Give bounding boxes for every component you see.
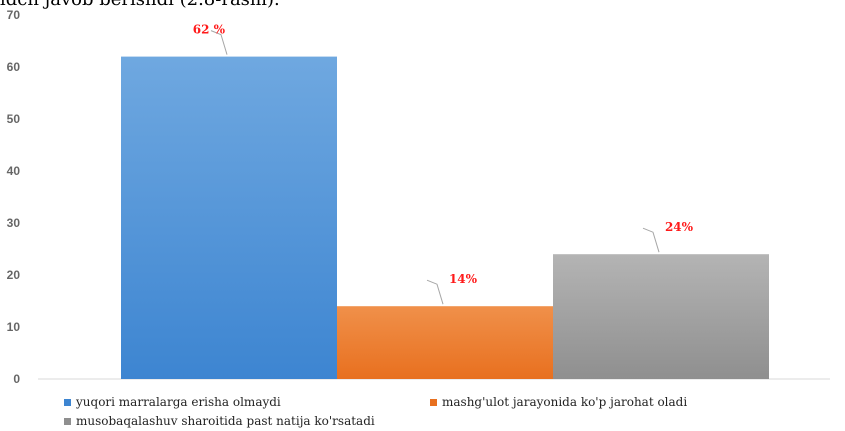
legend-label: mashg'ulot jarayonida ko'p jarohat oladi xyxy=(442,395,687,409)
y-tick-label: 20 xyxy=(7,268,21,282)
y-tick-label: 10 xyxy=(7,320,21,334)
legend: yuqori marralarga erisha olmaydi mashg'ul… xyxy=(64,395,687,428)
legend-swatch xyxy=(64,399,71,406)
bar-3 xyxy=(553,254,769,379)
legend-swatch xyxy=(64,418,71,425)
data-label: 24% xyxy=(665,220,694,234)
y-tick-label: 50 xyxy=(7,112,21,126)
y-tick-label: 0 xyxy=(13,372,20,386)
data-label: 62 % xyxy=(193,23,226,37)
legend-swatch xyxy=(430,399,437,406)
legend-label: yuqori marralarga erisha olmaydi xyxy=(75,395,281,409)
y-tick-label: 60 xyxy=(7,60,21,74)
y-tick-label: 40 xyxy=(7,164,21,178)
bar-2 xyxy=(337,306,553,379)
data-labels: 62 % 14% 24% xyxy=(193,23,694,305)
data-label: 14% xyxy=(449,272,478,286)
bars xyxy=(121,56,769,379)
data-label-leader xyxy=(426,279,444,305)
y-axis: 0 10 20 30 40 50 60 70 xyxy=(7,8,21,386)
data-label-leader xyxy=(210,30,228,55)
data-label-leader xyxy=(642,227,660,253)
bar-1 xyxy=(121,56,337,379)
y-tick-label: 70 xyxy=(7,8,21,22)
y-tick-label: 30 xyxy=(7,216,21,230)
legend-label: musobaqalashuv sharoitida past natija ko… xyxy=(76,414,375,428)
page-top-text: ldch javob berishdi (2.8-rasm). xyxy=(0,0,400,11)
